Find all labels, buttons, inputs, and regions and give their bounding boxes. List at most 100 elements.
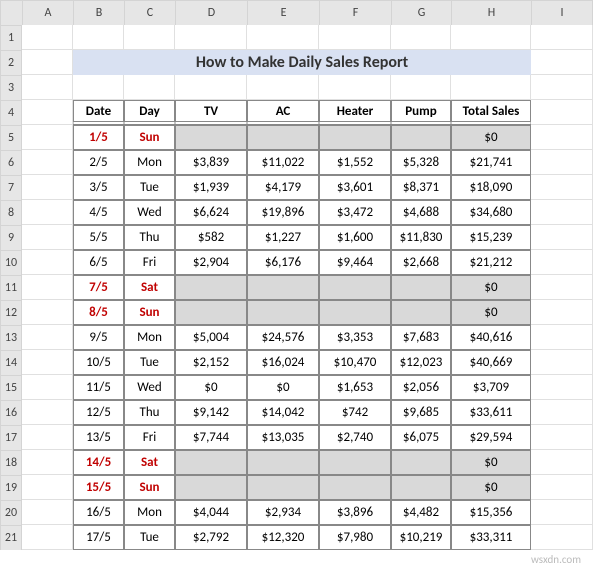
cell[interactable] (22, 400, 73, 425)
cell-heater[interactable]: $3,353 (319, 325, 391, 350)
cell[interactable] (531, 200, 593, 225)
cell-heater[interactable]: $3,472 (319, 200, 391, 225)
cell-day[interactable]: Mon (124, 325, 175, 350)
cell-date[interactable]: 12/5 (73, 400, 124, 425)
cell-ac[interactable]: $6,176 (247, 250, 319, 275)
cell-pump[interactable]: $7,683 (391, 325, 451, 350)
cell-date[interactable]: 13/5 (73, 425, 124, 450)
cell-tv[interactable]: $1,939 (175, 175, 247, 200)
cell-pump[interactable]: $9,685 (391, 400, 451, 425)
empty-cell[interactable] (22, 75, 73, 100)
cell-day[interactable]: Sun (124, 300, 175, 325)
th-total[interactable]: Total Sales (451, 100, 531, 125)
cell-tv[interactable]: $6,624 (175, 200, 247, 225)
cell-ac[interactable]: $24,576 (247, 325, 319, 350)
row-header[interactable]: 20 (0, 500, 22, 525)
cell-pump[interactable] (391, 125, 451, 150)
cell-tv[interactable] (175, 275, 247, 300)
cell-tv[interactable] (175, 450, 247, 475)
cell-ac[interactable] (247, 450, 319, 475)
cell-day[interactable]: Sat (124, 450, 175, 475)
cell[interactable] (22, 325, 73, 350)
cell-total[interactable]: $15,239 (451, 225, 531, 250)
cell-day[interactable]: Thu (124, 225, 175, 250)
empty-cell[interactable] (247, 25, 319, 50)
cell[interactable] (531, 500, 593, 525)
cell[interactable] (22, 450, 73, 475)
cell-total[interactable]: $33,611 (451, 400, 531, 425)
row-header[interactable]: 14 (0, 350, 22, 375)
cell-ac[interactable]: $1,227 (247, 225, 319, 250)
cell[interactable] (531, 125, 593, 150)
row-header[interactable]: 17 (0, 425, 22, 450)
cell[interactable] (22, 300, 73, 325)
th-tv[interactable]: TV (175, 100, 247, 125)
cell-heater[interactable]: $7,980 (319, 525, 391, 550)
cell-date[interactable]: 16/5 (73, 500, 124, 525)
cell-day[interactable]: Sun (124, 475, 175, 500)
col-header[interactable]: B (73, 0, 124, 25)
empty-cell[interactable] (73, 75, 124, 100)
cell-day[interactable]: Wed (124, 375, 175, 400)
cell-date[interactable]: 10/5 (73, 350, 124, 375)
cell[interactable] (531, 350, 593, 375)
row-header[interactable]: 16 (0, 400, 22, 425)
cell-total[interactable]: $40,669 (451, 350, 531, 375)
empty-cell[interactable] (22, 25, 73, 50)
cell-tv[interactable] (175, 300, 247, 325)
col-header[interactable] (0, 0, 22, 25)
cell-heater[interactable]: $1,653 (319, 375, 391, 400)
cell-total[interactable]: $0 (451, 125, 531, 150)
cell[interactable] (22, 475, 73, 500)
cell-total[interactable]: $34,680 (451, 200, 531, 225)
row-header[interactable]: 8 (0, 200, 22, 225)
cell-heater[interactable]: $1,600 (319, 225, 391, 250)
empty-cell[interactable] (319, 25, 391, 50)
cell-heater[interactable] (319, 275, 391, 300)
row-header[interactable]: 5 (0, 125, 22, 150)
cell-date[interactable]: 7/5 (73, 275, 124, 300)
cell-day[interactable]: Fri (124, 250, 175, 275)
cell[interactable] (22, 150, 73, 175)
cell[interactable] (22, 250, 73, 275)
row-header[interactable]: 4 (0, 100, 22, 125)
cell-day[interactable]: Sun (124, 125, 175, 150)
cell-ac[interactable]: $12,320 (247, 525, 319, 550)
cell[interactable] (531, 225, 593, 250)
cell-total[interactable]: $29,594 (451, 425, 531, 450)
cell-pump[interactable] (391, 450, 451, 475)
cell-pump[interactable] (391, 300, 451, 325)
col-header[interactable]: D (175, 0, 247, 25)
cell-heater[interactable] (319, 450, 391, 475)
cell-day[interactable]: Sat (124, 275, 175, 300)
cell-ac[interactable]: $0 (247, 375, 319, 400)
cell-total[interactable]: $0 (451, 475, 531, 500)
cell-ac[interactable]: $16,024 (247, 350, 319, 375)
cell[interactable] (531, 275, 593, 300)
cell-ac[interactable] (247, 300, 319, 325)
cell-day[interactable]: Tue (124, 525, 175, 550)
cell-pump[interactable]: $8,371 (391, 175, 451, 200)
empty-cell[interactable] (175, 75, 247, 100)
cell-ac[interactable]: $19,896 (247, 200, 319, 225)
empty-cell[interactable] (175, 25, 247, 50)
cell-tv[interactable]: $582 (175, 225, 247, 250)
cell-tv[interactable]: $5,004 (175, 325, 247, 350)
cell-heater[interactable]: $742 (319, 400, 391, 425)
row-header[interactable]: 6 (0, 150, 22, 175)
empty-cell[interactable] (531, 75, 593, 100)
cell[interactable] (22, 225, 73, 250)
cell-tv[interactable]: $3,839 (175, 150, 247, 175)
cell-total[interactable]: $18,090 (451, 175, 531, 200)
row-header[interactable]: 12 (0, 300, 22, 325)
empty-cell[interactable] (73, 25, 124, 50)
cell-tv[interactable]: $2,792 (175, 525, 247, 550)
row-header[interactable]: 21 (0, 525, 22, 550)
cell[interactable] (22, 100, 73, 125)
cell-tv[interactable]: $0 (175, 375, 247, 400)
th-date[interactable]: Date (73, 100, 124, 125)
cell-ac[interactable] (247, 475, 319, 500)
cell-ac[interactable]: $4,179 (247, 175, 319, 200)
cell-date[interactable]: 2/5 (73, 150, 124, 175)
cell-date[interactable]: 17/5 (73, 525, 124, 550)
